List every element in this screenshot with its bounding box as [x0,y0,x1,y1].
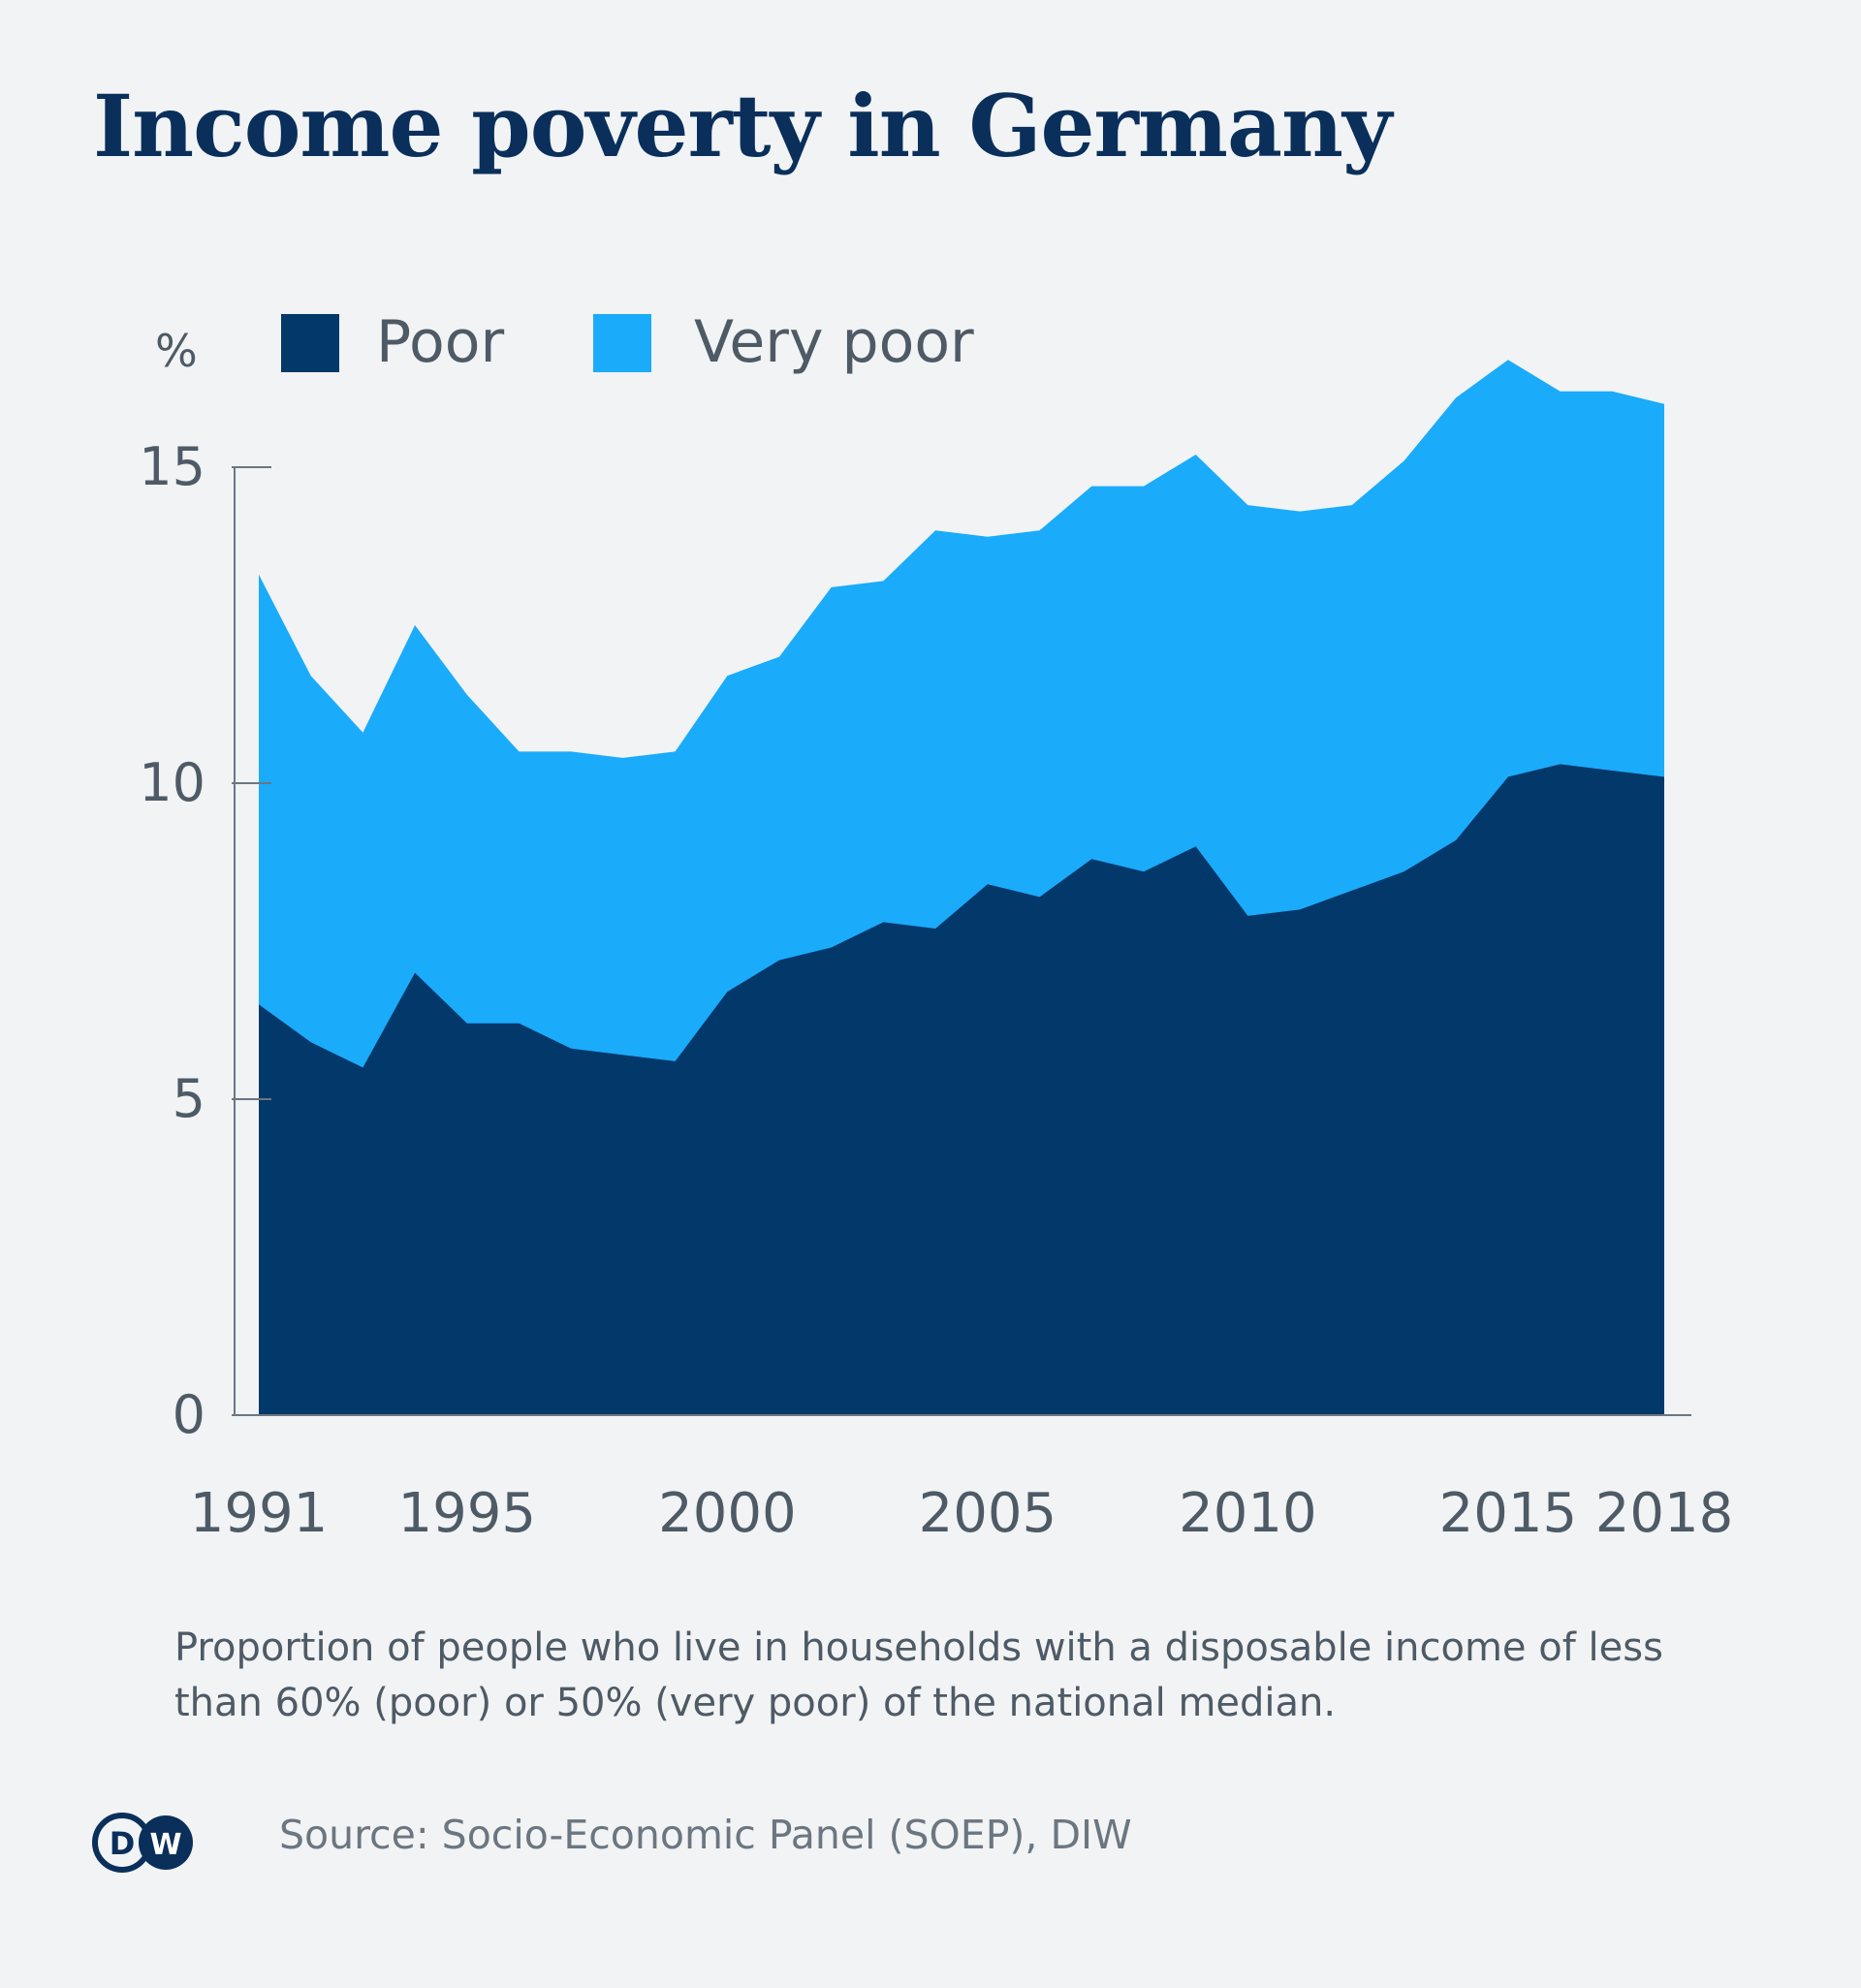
x-tick-label: 2015 [1439,1482,1578,1545]
x-axis-ticks: 1991 1995 2000 2005 2010 2015 2018 [190,1482,1734,1545]
y-axis-ticks: 0 5 10 15% [139,325,271,1445]
source-note: Source: Socio-Economic Panel (SOEP), DIW [279,1812,1132,1858]
area-chart: 0 5 10 15% 1991 1995 2000 2005 2010 2015 2018 Poo… [139,308,1734,1545]
x-tick-label: 2000 [658,1482,797,1545]
chart-caption: Proportion of people who live in househo… [174,1625,1663,1725]
chart-areas [259,360,1664,1416]
legend-label: Very poor [694,308,974,376]
svg-text:W: W [149,1828,181,1862]
x-tick-label: 2005 [919,1482,1057,1545]
y-tick-label: 5 [173,1068,205,1129]
y-tick-label: 0 [173,1384,205,1445]
y-tick-label: 10 [139,752,205,813]
chart-axes [234,467,1691,1416]
svg-text:D: D [110,1825,136,1862]
legend-label: Poor [376,308,504,376]
chart-legend: Poor Very poor [281,308,974,376]
x-tick-label: 2010 [1179,1482,1317,1545]
y-tick-label: 15 [139,436,205,497]
y-axis-label: % [155,325,198,377]
legend-swatch-very-poor [593,314,651,372]
area-poor [259,764,1664,1415]
legend-swatch-poor [281,314,339,372]
chart-title: Income poverty in Germany [93,76,1392,176]
x-tick-label: 1991 [190,1482,329,1545]
x-tick-label: 1995 [398,1482,537,1545]
x-tick-label: 2018 [1595,1482,1734,1545]
dw-logo: D W [92,1813,193,1873]
